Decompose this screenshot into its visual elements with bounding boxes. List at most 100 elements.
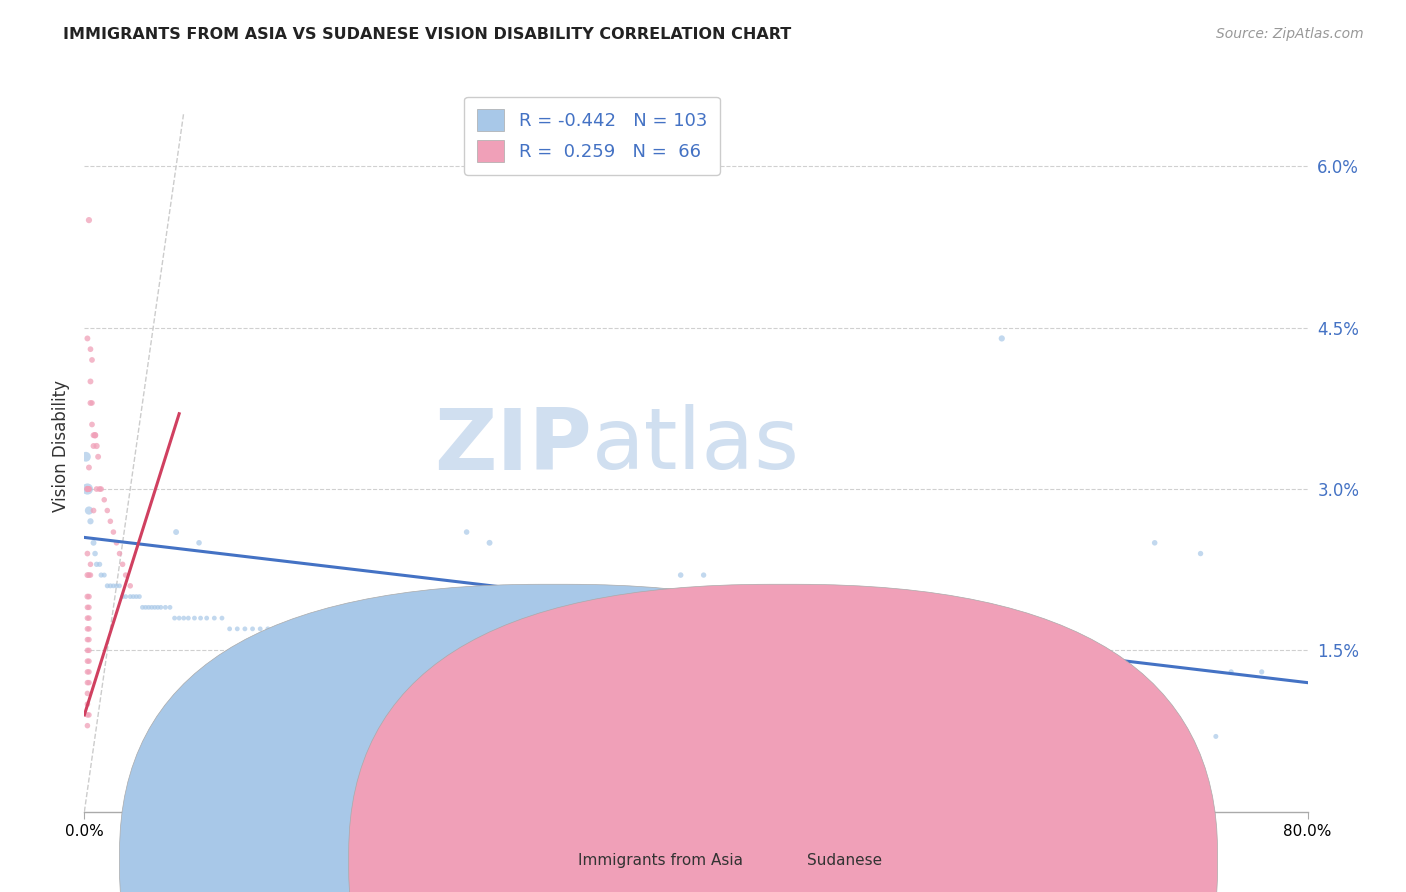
Point — [195, 611, 218, 625]
Point — [333, 632, 356, 647]
Point — [853, 665, 876, 679]
Point — [76, 697, 98, 711]
Point — [264, 622, 287, 636]
Point — [633, 643, 655, 657]
Point — [83, 439, 105, 453]
Point — [77, 665, 100, 679]
Point — [768, 654, 790, 668]
Point — [76, 482, 98, 496]
Point — [84, 428, 107, 442]
Point — [76, 611, 98, 625]
Point — [103, 524, 125, 539]
Point — [87, 450, 110, 464]
Point — [560, 643, 582, 657]
Y-axis label: Vision Disability: Vision Disability — [52, 380, 70, 512]
Point — [645, 654, 668, 668]
Point — [498, 643, 520, 657]
Point — [77, 600, 100, 615]
Point — [90, 568, 112, 582]
Point — [105, 536, 128, 550]
Point — [340, 632, 363, 647]
Point — [80, 353, 103, 368]
Point — [1083, 730, 1105, 744]
Point — [77, 568, 100, 582]
Point — [111, 558, 134, 572]
Point — [159, 600, 181, 615]
Point — [167, 611, 190, 625]
Point — [318, 632, 340, 647]
Point — [76, 590, 98, 604]
Point — [108, 547, 131, 561]
Point — [173, 611, 195, 625]
Point — [155, 600, 177, 615]
Point — [450, 643, 472, 657]
Point — [211, 611, 233, 625]
Point — [742, 654, 765, 668]
Point — [547, 643, 569, 657]
Point — [183, 611, 205, 625]
Point — [804, 665, 827, 679]
Point — [122, 590, 145, 604]
Point — [103, 579, 125, 593]
Point — [111, 590, 134, 604]
Point — [271, 622, 294, 636]
Point — [1021, 719, 1043, 733]
Point — [1189, 547, 1212, 561]
Point — [98, 514, 121, 528]
Point — [77, 503, 100, 517]
Point — [108, 579, 131, 593]
Point — [138, 600, 160, 615]
Point — [80, 417, 103, 432]
Point — [165, 524, 187, 539]
Point — [114, 568, 136, 582]
Point — [86, 558, 108, 572]
Point — [77, 654, 100, 668]
Point — [76, 547, 98, 561]
Point — [76, 707, 98, 722]
Point — [371, 632, 394, 647]
Point — [233, 622, 256, 636]
Point — [349, 632, 371, 647]
Point — [76, 686, 98, 700]
Point — [572, 643, 595, 657]
Point — [83, 536, 105, 550]
Text: atlas: atlas — [592, 404, 800, 488]
Point — [77, 622, 100, 636]
FancyBboxPatch shape — [120, 584, 988, 892]
Point — [1143, 536, 1166, 550]
Point — [146, 600, 169, 615]
Point — [249, 622, 271, 636]
Point — [96, 579, 118, 593]
Point — [280, 622, 302, 636]
Point — [114, 590, 136, 604]
Point — [79, 514, 101, 528]
Point — [76, 632, 98, 647]
Point — [93, 492, 115, 507]
Point — [131, 600, 153, 615]
Point — [76, 482, 98, 496]
Point — [669, 654, 692, 668]
Point — [257, 622, 280, 636]
Point — [76, 331, 98, 345]
Point — [79, 342, 101, 356]
Point — [792, 654, 814, 668]
Point — [120, 579, 142, 593]
Point — [718, 654, 741, 668]
Point — [141, 600, 163, 615]
Point — [412, 632, 434, 647]
Point — [402, 632, 425, 647]
Point — [287, 622, 309, 636]
Point — [302, 632, 325, 647]
Point — [77, 482, 100, 496]
Point — [828, 665, 851, 679]
Point — [163, 611, 186, 625]
Point — [437, 643, 460, 657]
Point — [657, 654, 679, 668]
Point — [692, 568, 714, 582]
Point — [120, 590, 142, 604]
Text: Sudanese: Sudanese — [807, 854, 882, 868]
Point — [89, 482, 111, 496]
Point — [391, 632, 413, 647]
Point — [755, 654, 778, 668]
Point — [596, 643, 619, 657]
